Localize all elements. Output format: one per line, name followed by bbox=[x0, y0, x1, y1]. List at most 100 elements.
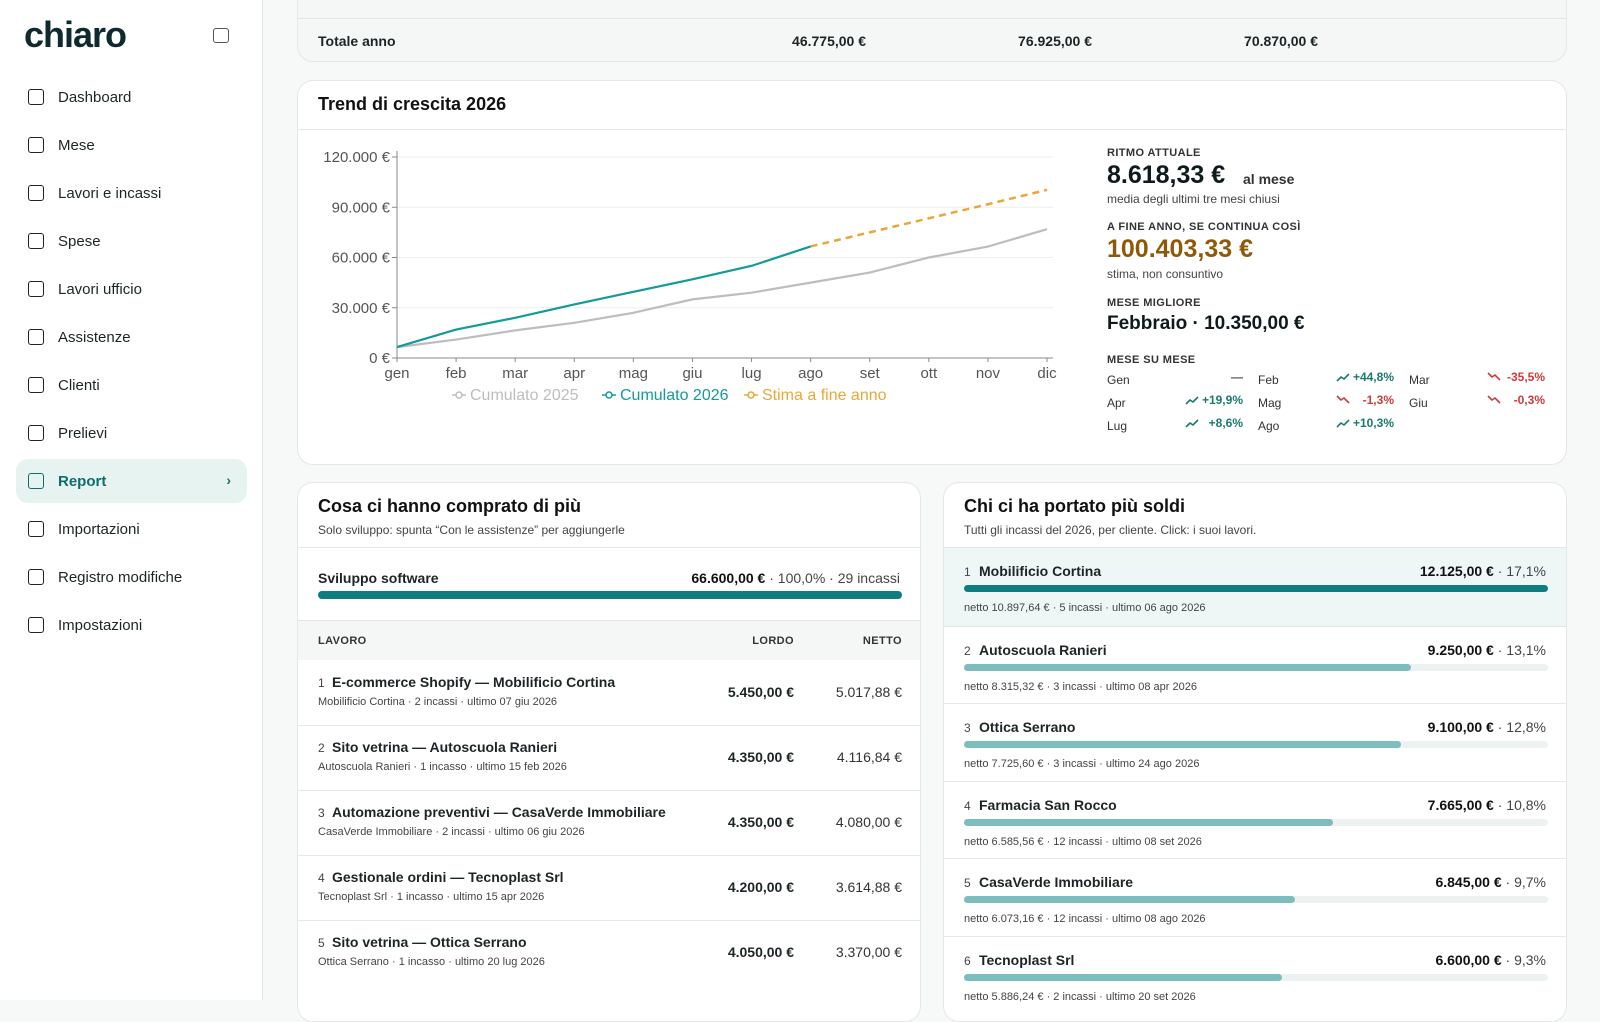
client-row[interactable]: 6 Tecnoplast Srl 6.600,00 € · 9,3% netto 5.… bbox=[944, 935, 1566, 1014]
mom-change: -1,3% bbox=[1362, 393, 1394, 407]
client-row[interactable]: 5 CasaVerde Immobiliare 6.845,00 € · 9,7% n… bbox=[944, 858, 1566, 936]
row-meta: Mobilificio Cortina · 2 incassi · ultimo… bbox=[318, 696, 558, 708]
trend-icon bbox=[1336, 419, 1350, 428]
category-amount: 66.600,00 € bbox=[691, 570, 766, 586]
mom-change: — bbox=[1231, 370, 1243, 384]
nav-label: Lavori ufficio bbox=[58, 280, 142, 298]
brand-logo[interactable]: chiaro bbox=[24, 14, 127, 55]
totals-value: 76.925,00 € bbox=[1018, 33, 1092, 49]
legend-label: Cumulato 2026 bbox=[620, 387, 729, 404]
nav-item[interactable]: Lavori ufficio bbox=[16, 267, 247, 311]
client-name: Farmacia San Rocco bbox=[979, 796, 1117, 813]
row-name: Gestionale ordini — Tecnoplast Srl bbox=[332, 869, 564, 885]
nav-item[interactable]: Lavori e incassi bbox=[16, 171, 247, 215]
collapse-button[interactable] bbox=[213, 28, 229, 43]
divider bbox=[298, 855, 920, 856]
nav-item[interactable]: Report › bbox=[16, 459, 247, 503]
nav-item[interactable]: Impostazioni bbox=[16, 603, 247, 647]
x-tick-label: set bbox=[860, 365, 881, 382]
stat-label: A FINE ANNO, SE CONTINUA COSÌ bbox=[1107, 221, 1301, 233]
row-name: Sito vetrina — Autoscuola Ranieri bbox=[332, 739, 558, 755]
x-tick-label: mag bbox=[619, 365, 648, 382]
client-meta: netto 7.725,60 € · 3 incassi · ultimo 24… bbox=[964, 758, 1200, 770]
x-tick-label: feb bbox=[446, 365, 467, 382]
row-gross: 4.350,00 € bbox=[727, 814, 794, 830]
client-summary: 6.845,00 € · 9,7% bbox=[1435, 874, 1546, 890]
nav-label: Report bbox=[58, 472, 107, 490]
client-bar bbox=[964, 663, 1412, 671]
trend-arrow bbox=[1336, 419, 1350, 428]
card-subtitle: Solo sviluppo: spunta “Con le assistenze… bbox=[318, 523, 625, 537]
client-share: 10,8% bbox=[1506, 796, 1546, 813]
table-header bbox=[298, 620, 920, 660]
client-amount: 6.845,00 € bbox=[1435, 874, 1502, 890]
category-name: Sviluppo software bbox=[318, 570, 439, 586]
y-tick-label: 90.000 € bbox=[332, 199, 391, 216]
totals-label: Totale anno bbox=[318, 33, 396, 49]
trend-arrow bbox=[1487, 395, 1501, 404]
row-meta: Tecnoplast Srl · 1 incasso · ultimo 15 a… bbox=[318, 891, 545, 903]
stat-value: 8.618,33 € bbox=[1107, 161, 1226, 189]
client-bar bbox=[964, 973, 1282, 981]
nav-item[interactable]: Spese bbox=[16, 219, 247, 263]
row-rank: 1 bbox=[964, 565, 971, 579]
mom-change: -35,5% bbox=[1506, 370, 1545, 384]
row-net: 3.370,00 € bbox=[835, 944, 902, 960]
nav-item[interactable]: Registro modifiche bbox=[16, 555, 247, 599]
nav-label: Impostazioni bbox=[58, 616, 143, 634]
nav-label: Prelievi bbox=[58, 424, 108, 442]
client-row[interactable]: 3 Ottica Serrano 9.100,00 € · 12,8% netto 7… bbox=[944, 703, 1566, 781]
row-net: 4.080,00 € bbox=[835, 814, 902, 830]
chevron: › bbox=[226, 472, 231, 488]
nav-item[interactable]: Dashboard bbox=[16, 75, 247, 119]
client-row[interactable]: 2 Autoscuola Ranieri 9.250,00 € · 13,1% net… bbox=[944, 625, 1566, 704]
client-meta: netto 5.886,24 € · 2 incassi · ultimo 20… bbox=[964, 990, 1196, 1003]
nav-item[interactable]: Importazioni bbox=[16, 507, 247, 551]
nav-icon bbox=[28, 617, 44, 633]
client-row[interactable]: 1 Mobilificio Cortina 12.125,00 € · 17,1% n… bbox=[944, 548, 1566, 626]
nav-icon bbox=[28, 377, 44, 393]
row-meta: Autoscuola Ranieri · 1 incasso · ultimo … bbox=[318, 761, 567, 773]
card-subtitle: Tutti gli incassi del 2026, per cliente.… bbox=[964, 523, 1257, 537]
divider bbox=[298, 129, 1566, 130]
nav-item[interactable]: Clienti bbox=[16, 363, 247, 407]
divider bbox=[944, 547, 1566, 548]
client-row[interactable]: 4 Farmacia San Rocco 7.665,00 € · 10,8% net… bbox=[944, 780, 1566, 859]
nav-icon bbox=[28, 521, 44, 537]
category-share: 100,0% bbox=[777, 570, 826, 586]
row-gross: 4.050,00 € bbox=[727, 944, 794, 960]
best-value: Febbraio · 10.350,00 € bbox=[1107, 313, 1305, 334]
client-name: Tecnoplast Srl bbox=[979, 951, 1075, 968]
client-summary: 9.100,00 € · 12,8% bbox=[1428, 719, 1546, 735]
legend-label: Cumulato 2025 bbox=[470, 387, 579, 404]
client-bar bbox=[964, 741, 1402, 748]
nav-item[interactable]: Assistenze bbox=[16, 315, 247, 359]
x-tick-label: ago bbox=[798, 365, 823, 382]
separator: · bbox=[825, 570, 838, 586]
nav-icon bbox=[28, 89, 44, 105]
row-net: 3.614,88 € bbox=[835, 879, 902, 895]
trend-arrow bbox=[1487, 372, 1501, 381]
client-meta: netto 8.315,32 € · 3 incassi · ultimo 08… bbox=[964, 680, 1197, 693]
clients-card: Chi ci ha portato più soldi Tutti gli in… bbox=[943, 482, 1567, 1022]
client-name: CasaVerde Immobiliare bbox=[979, 874, 1134, 890]
divider bbox=[298, 725, 920, 726]
trend-icon bbox=[1185, 396, 1199, 405]
trend-arrow bbox=[1185, 419, 1199, 428]
row-name: Sito vetrina — Ottica Serrano bbox=[332, 934, 527, 950]
row-name: Automazione preventivi — CasaVerde Immob… bbox=[332, 804, 666, 820]
nav-item[interactable]: Prelievi bbox=[16, 411, 247, 455]
mom-change: +19,9% bbox=[1201, 393, 1243, 407]
nav-label: Mese bbox=[58, 136, 95, 154]
mom-month: Mar bbox=[1409, 373, 1430, 387]
client-summary: 9.250,00 € · 13,1% bbox=[1428, 642, 1546, 658]
nav-icon bbox=[28, 473, 44, 489]
client-share: 13,1% bbox=[1506, 641, 1546, 658]
trend-icon bbox=[1336, 395, 1350, 404]
series-line bbox=[810, 188, 1048, 248]
nav-item[interactable]: Mese bbox=[16, 123, 247, 167]
totals-card: Totale anno 46.775,00 € 76.925,00 € 70.870,… bbox=[297, 0, 1567, 62]
card-title: Cosa ci hanno comprato di più bbox=[318, 496, 582, 516]
x-tick-label: ott bbox=[920, 365, 938, 382]
nav-label: Lavori e incassi bbox=[58, 184, 162, 202]
